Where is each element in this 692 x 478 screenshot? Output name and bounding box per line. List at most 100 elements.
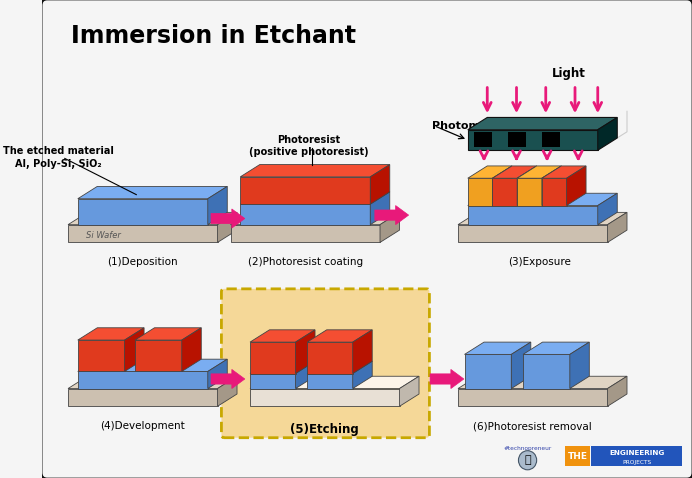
- Polygon shape: [353, 330, 372, 373]
- Polygon shape: [380, 212, 399, 242]
- Polygon shape: [370, 192, 390, 225]
- Polygon shape: [78, 371, 208, 389]
- Polygon shape: [78, 359, 227, 371]
- Polygon shape: [468, 130, 598, 150]
- Polygon shape: [295, 330, 315, 373]
- Polygon shape: [211, 369, 245, 389]
- Text: ENGINEERING: ENGINEERING: [609, 450, 664, 456]
- Polygon shape: [493, 166, 512, 206]
- Polygon shape: [78, 340, 125, 371]
- Text: (3)Exposure: (3)Exposure: [508, 258, 571, 267]
- Text: Al, Poly-Si, SiO₂: Al, Poly-Si, SiO₂: [15, 159, 102, 169]
- Text: Light: Light: [552, 67, 585, 80]
- Text: (1)Deposition: (1)Deposition: [107, 258, 178, 267]
- Polygon shape: [307, 342, 353, 373]
- Polygon shape: [135, 340, 182, 371]
- Polygon shape: [295, 361, 315, 389]
- Polygon shape: [567, 166, 586, 206]
- Text: #technopreneur: #technopreneur: [504, 446, 552, 451]
- Polygon shape: [208, 359, 227, 389]
- Polygon shape: [523, 342, 590, 354]
- Polygon shape: [598, 118, 617, 150]
- Polygon shape: [468, 206, 598, 225]
- Polygon shape: [240, 177, 370, 204]
- FancyBboxPatch shape: [221, 289, 430, 438]
- Text: The etched material: The etched material: [3, 146, 113, 156]
- Polygon shape: [493, 166, 537, 178]
- Polygon shape: [78, 186, 227, 199]
- Polygon shape: [608, 212, 627, 242]
- Polygon shape: [468, 193, 617, 206]
- Polygon shape: [370, 164, 390, 204]
- Circle shape: [518, 451, 537, 470]
- Polygon shape: [542, 166, 586, 178]
- Polygon shape: [250, 330, 315, 342]
- Polygon shape: [240, 204, 370, 225]
- Polygon shape: [517, 166, 561, 178]
- Polygon shape: [250, 342, 295, 373]
- Polygon shape: [211, 209, 245, 228]
- Polygon shape: [458, 389, 608, 406]
- Polygon shape: [250, 389, 399, 406]
- Polygon shape: [78, 328, 144, 340]
- Polygon shape: [570, 342, 590, 389]
- Polygon shape: [250, 376, 419, 389]
- Text: (2)Photoresist coating: (2)Photoresist coating: [248, 258, 363, 267]
- Polygon shape: [458, 376, 627, 389]
- Bar: [565, 446, 590, 467]
- Text: Photoresist: Photoresist: [277, 135, 340, 145]
- Polygon shape: [517, 178, 542, 206]
- Polygon shape: [458, 212, 627, 225]
- Polygon shape: [458, 225, 608, 242]
- Polygon shape: [375, 206, 408, 225]
- Polygon shape: [135, 328, 201, 340]
- Text: (4)Development: (4)Development: [100, 421, 185, 431]
- Polygon shape: [68, 376, 237, 389]
- Polygon shape: [250, 361, 315, 373]
- Polygon shape: [307, 361, 372, 373]
- Polygon shape: [517, 166, 537, 206]
- Polygon shape: [68, 389, 217, 406]
- Text: (5)Etching: (5)Etching: [291, 424, 359, 436]
- Polygon shape: [217, 212, 237, 242]
- Polygon shape: [468, 178, 493, 206]
- Polygon shape: [230, 212, 399, 225]
- Bar: [591, 446, 682, 467]
- Polygon shape: [523, 354, 570, 389]
- Polygon shape: [68, 212, 237, 225]
- Polygon shape: [608, 376, 627, 406]
- Polygon shape: [68, 225, 217, 242]
- Polygon shape: [493, 178, 517, 206]
- Polygon shape: [468, 166, 512, 178]
- Text: 🤖: 🤖: [525, 455, 531, 465]
- Text: PROJECTS: PROJECTS: [622, 460, 651, 465]
- Polygon shape: [468, 118, 617, 130]
- Text: Photomask: Photomask: [432, 120, 502, 130]
- Polygon shape: [182, 328, 201, 371]
- Text: Immersion in Etchant: Immersion in Etchant: [71, 24, 356, 48]
- Polygon shape: [542, 166, 561, 206]
- Polygon shape: [208, 186, 227, 225]
- Polygon shape: [430, 369, 464, 389]
- Polygon shape: [464, 342, 531, 354]
- Polygon shape: [464, 354, 511, 389]
- Polygon shape: [230, 225, 380, 242]
- FancyBboxPatch shape: [41, 0, 692, 478]
- Polygon shape: [307, 373, 353, 389]
- Polygon shape: [511, 342, 531, 389]
- Polygon shape: [78, 199, 208, 225]
- Polygon shape: [250, 373, 295, 389]
- Polygon shape: [240, 192, 390, 204]
- Text: THE: THE: [567, 452, 588, 461]
- Polygon shape: [542, 178, 567, 206]
- Polygon shape: [598, 193, 617, 225]
- Bar: [542, 132, 560, 148]
- Polygon shape: [307, 330, 372, 342]
- Text: (6)Photoresist removal: (6)Photoresist removal: [473, 421, 592, 431]
- Bar: [508, 132, 526, 148]
- Polygon shape: [240, 164, 390, 177]
- Polygon shape: [399, 376, 419, 406]
- Bar: [474, 132, 493, 148]
- Text: Si Wafer: Si Wafer: [86, 231, 121, 240]
- Text: (positive photoresist): (positive photoresist): [248, 147, 368, 157]
